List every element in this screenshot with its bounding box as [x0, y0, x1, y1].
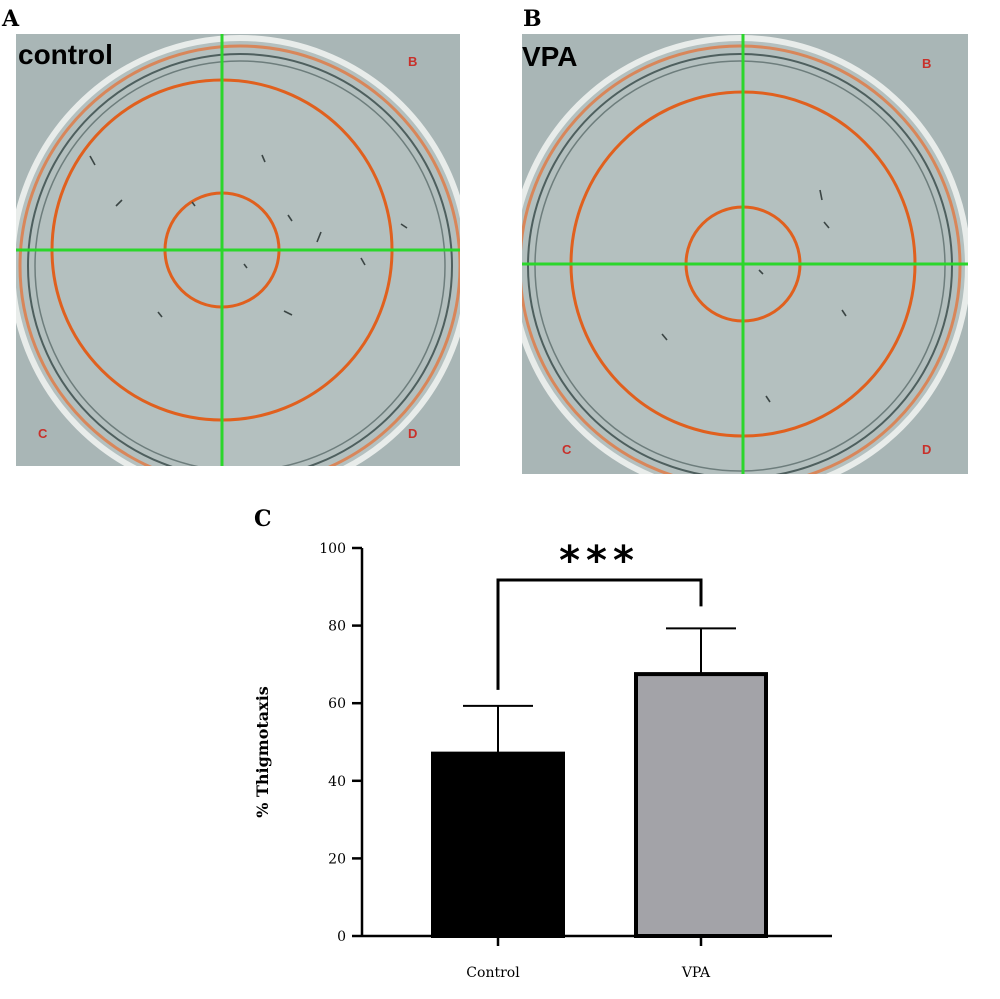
corner-label: C: [38, 426, 48, 441]
y-tick-label: 80: [328, 619, 346, 635]
corner-label: D: [922, 442, 931, 457]
corner-label: D: [408, 426, 417, 441]
y-axis-label: % Thigmotaxis: [253, 686, 272, 818]
larvae: [661, 189, 847, 403]
panel-letter-a: A: [2, 6, 20, 32]
panel-letter-b: B: [523, 6, 542, 32]
corner-label: B: [922, 56, 931, 71]
vpa-dish-image: B C D VPA: [522, 34, 968, 474]
bar-control: [431, 751, 565, 939]
larvae: [89, 154, 408, 318]
y-tick-label: 100: [319, 541, 346, 557]
condition-label-control: control: [18, 39, 113, 70]
significance-stars: ***: [559, 538, 640, 584]
corner-label: C: [562, 442, 572, 457]
corner-label: B: [408, 54, 417, 69]
panel-letter-c: C: [254, 506, 272, 532]
condition-label-vpa: VPA: [522, 41, 578, 72]
control-dish-image: B C D control: [16, 34, 460, 466]
y-tick-label: 40: [328, 774, 346, 790]
y-tick-label: 20: [328, 851, 346, 867]
bar-vpa: [634, 672, 768, 938]
x-tick-label: VPA: [681, 965, 711, 981]
x-tick-label: Control: [466, 965, 520, 981]
y-tick-label: 0: [337, 929, 346, 945]
significance-bracket: [496, 578, 703, 690]
y-tick-label: 60: [328, 696, 346, 712]
